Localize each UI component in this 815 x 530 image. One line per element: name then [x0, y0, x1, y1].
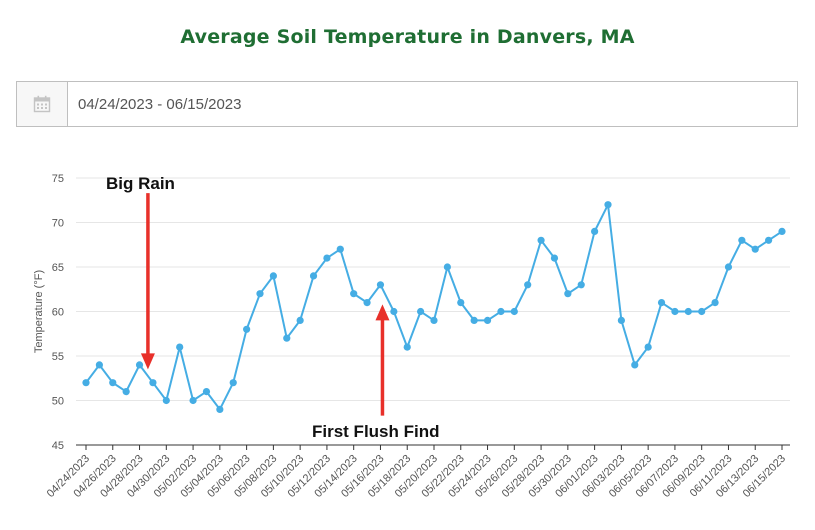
data-point: [724, 263, 733, 271]
calendar-addon[interactable]: [17, 82, 68, 126]
data-point: [698, 307, 706, 316]
annotation-arrow-head: [140, 353, 155, 370]
y-tick-label: 50: [52, 396, 64, 408]
data-point: [176, 343, 184, 351]
data-point: [510, 307, 518, 316]
data-point: [738, 236, 746, 244]
y-tick-label: 75: [52, 173, 64, 185]
calendar-icon: [33, 95, 51, 113]
data-point: [765, 236, 773, 244]
y-tick-label: 65: [52, 262, 64, 274]
y-tick-label: 45: [52, 440, 64, 452]
date-range-picker[interactable]: 04/24/2023 - 06/15/2023: [16, 81, 798, 127]
data-point: [95, 361, 103, 369]
data-point: [644, 343, 652, 351]
data-point: [336, 245, 344, 253]
data-point: [417, 307, 425, 316]
data-point: [470, 316, 478, 324]
annotation-first-flush-find: First Flush Find: [312, 422, 440, 441]
data-point: [483, 316, 492, 324]
data-point: [162, 396, 170, 405]
data-point: [537, 236, 545, 244]
data-point: [497, 307, 505, 316]
data-point: [577, 281, 585, 289]
data-point: [256, 290, 264, 298]
data-point: [631, 361, 639, 369]
data-point: [149, 379, 157, 387]
annotation-arrow-head: [375, 304, 390, 321]
y-tick-label: 55: [52, 351, 64, 363]
data-point: [189, 396, 197, 405]
data-point: [363, 299, 371, 307]
data-point: [564, 290, 572, 298]
data-point: [751, 245, 759, 253]
data-point: [376, 281, 385, 289]
data-point: [229, 379, 237, 387]
data-point: [109, 379, 117, 387]
data-point: [135, 361, 144, 369]
data-point: [604, 201, 612, 209]
data-point: [684, 307, 692, 316]
annotation-big-rain: Big Rain: [106, 174, 175, 193]
data-point: [243, 325, 251, 333]
data-point: [350, 290, 358, 298]
data-point: [296, 316, 304, 324]
data-point: [524, 281, 532, 289]
data-point: [711, 299, 719, 307]
data-point: [216, 405, 224, 413]
data-point: [443, 263, 451, 271]
data-point: [122, 388, 130, 396]
data-point: [283, 334, 291, 342]
y-tick-label: 70: [52, 218, 64, 230]
data-point: [591, 227, 599, 235]
page-title: Average Soil Temperature in Danvers, MA: [180, 26, 635, 48]
data-point: [309, 272, 318, 280]
series-line: [85, 201, 783, 412]
data-point: [550, 254, 559, 262]
data-point: [390, 307, 398, 316]
data-point: [323, 254, 331, 262]
data-point: [202, 388, 211, 396]
data-point: [269, 272, 277, 280]
date-range-input[interactable]: 04/24/2023 - 06/15/2023: [78, 95, 242, 113]
data-point: [82, 379, 90, 387]
y-tick-label: 60: [52, 307, 64, 319]
data-point: [657, 299, 666, 307]
data-point: [430, 316, 438, 324]
data-point: [403, 343, 411, 351]
data-point: [617, 316, 625, 324]
data-point: [671, 307, 679, 316]
y-axis-label: Temperature (°F): [33, 270, 45, 353]
data-point: [778, 227, 786, 235]
data-point: [457, 299, 465, 307]
